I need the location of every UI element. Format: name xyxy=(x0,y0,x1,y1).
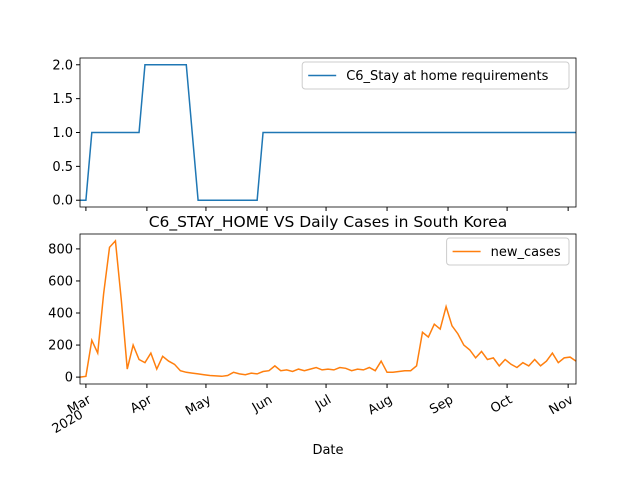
y-tick-label: 200 xyxy=(48,339,73,354)
chart-title: C6_STAY_HOME VS Daily Cases in South Kor… xyxy=(149,213,508,232)
y-tick-label: 2.0 xyxy=(52,58,73,73)
x-tick-label: Sep xyxy=(427,392,456,417)
legend-box xyxy=(301,61,570,90)
y-tick-label: 0.0 xyxy=(52,194,73,209)
y-tick-label: 1.5 xyxy=(52,92,73,107)
y-tick-label: 0.5 xyxy=(52,160,73,175)
data-line xyxy=(79,239,577,378)
y-tick-label: 1.0 xyxy=(52,126,73,141)
data-line xyxy=(80,64,576,201)
y-tick-label: 800 xyxy=(48,242,73,257)
x-tick-label: Oct xyxy=(488,392,515,416)
x-tick-label: Apr xyxy=(128,392,156,417)
axes-frame xyxy=(79,57,577,208)
x-tick-label: Nov xyxy=(547,392,577,418)
y-tick-label: 400 xyxy=(48,307,73,322)
y-tick-label: 0 xyxy=(65,371,73,386)
x-axis-label: Date xyxy=(312,443,343,458)
legend-label: C6_Stay at home requirements xyxy=(346,69,548,84)
legend-box xyxy=(446,237,570,266)
y-tick-label: 600 xyxy=(48,274,73,289)
x-tick-label: May xyxy=(183,392,214,419)
x-tick-label: Jul xyxy=(312,392,334,413)
x-tick-label: Jun xyxy=(249,392,275,416)
legend-label: new_cases xyxy=(491,245,561,260)
axes-frame xyxy=(79,233,577,385)
x-tick-label: Aug xyxy=(366,392,395,418)
x-year-label: 2020 xyxy=(50,407,86,437)
